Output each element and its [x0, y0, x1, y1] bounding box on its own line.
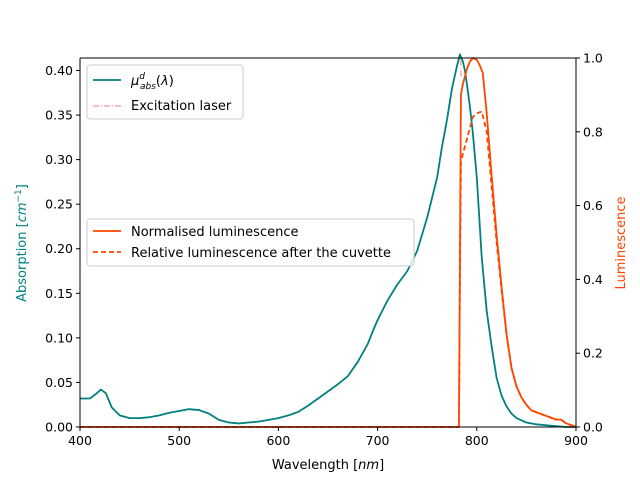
legend-label-laser: Excitation laser	[131, 99, 232, 114]
y-right-tick-label: 0.4	[583, 272, 603, 287]
y-right-axis-label: Luminescence	[614, 196, 629, 289]
x-tick-label: 400	[68, 433, 92, 448]
y-left-tick-label: 0.10	[45, 330, 73, 345]
x-tick-label: 500	[167, 433, 191, 448]
series-layer	[80, 53, 577, 428]
y-right-tick-label: 0.0	[583, 420, 603, 435]
legend-label-absorption: μd abs(λ)	[130, 72, 174, 92]
legend-lower-box	[86, 218, 415, 267]
legend-lower: Normalised luminescence Relative lumines…	[86, 218, 415, 267]
y-left-tick-label: 0.25	[45, 197, 73, 212]
legend-upper: μd abs(λ) Excitation laser	[86, 64, 244, 120]
y-left-tick-label: 0.05	[45, 375, 73, 390]
axes-layer: 400 500 600 700 800 900 0.00 0.05 0.10 0.15 0.20 0.…	[45, 51, 603, 449]
legend-upper-box	[86, 64, 244, 120]
x-axis-label: Wavelength [nm]	[272, 458, 384, 473]
x-tick-label: 700	[366, 433, 390, 448]
y-right-tick-label: 1.0	[583, 51, 603, 66]
y-left-axis-label: Absorption [cm−1]	[14, 184, 30, 302]
legend-label-relative: Relative luminescence after the cuvette	[131, 246, 391, 261]
y-left-tick-label: 0.00	[45, 420, 73, 435]
y-left-tick-label: 0.20	[45, 241, 73, 256]
y-right-tick-label: 0.6	[583, 198, 603, 213]
y-left-tick-label: 0.35	[45, 108, 73, 123]
x-tick-label: 600	[266, 433, 290, 448]
y-right-tick-label: 0.2	[583, 346, 603, 361]
y-right-tick-label: 0.8	[583, 124, 603, 139]
series-line-0	[80, 53, 576, 428]
x-tick-label: 800	[465, 433, 489, 448]
x-tick-label: 900	[564, 433, 588, 448]
y-left-tick-label: 0.15	[45, 286, 73, 301]
legend-label-normalised: Normalised luminescence	[131, 225, 298, 240]
y-left-tick-label: 0.30	[45, 152, 73, 167]
y-left-tick-label: 0.40	[45, 63, 73, 78]
